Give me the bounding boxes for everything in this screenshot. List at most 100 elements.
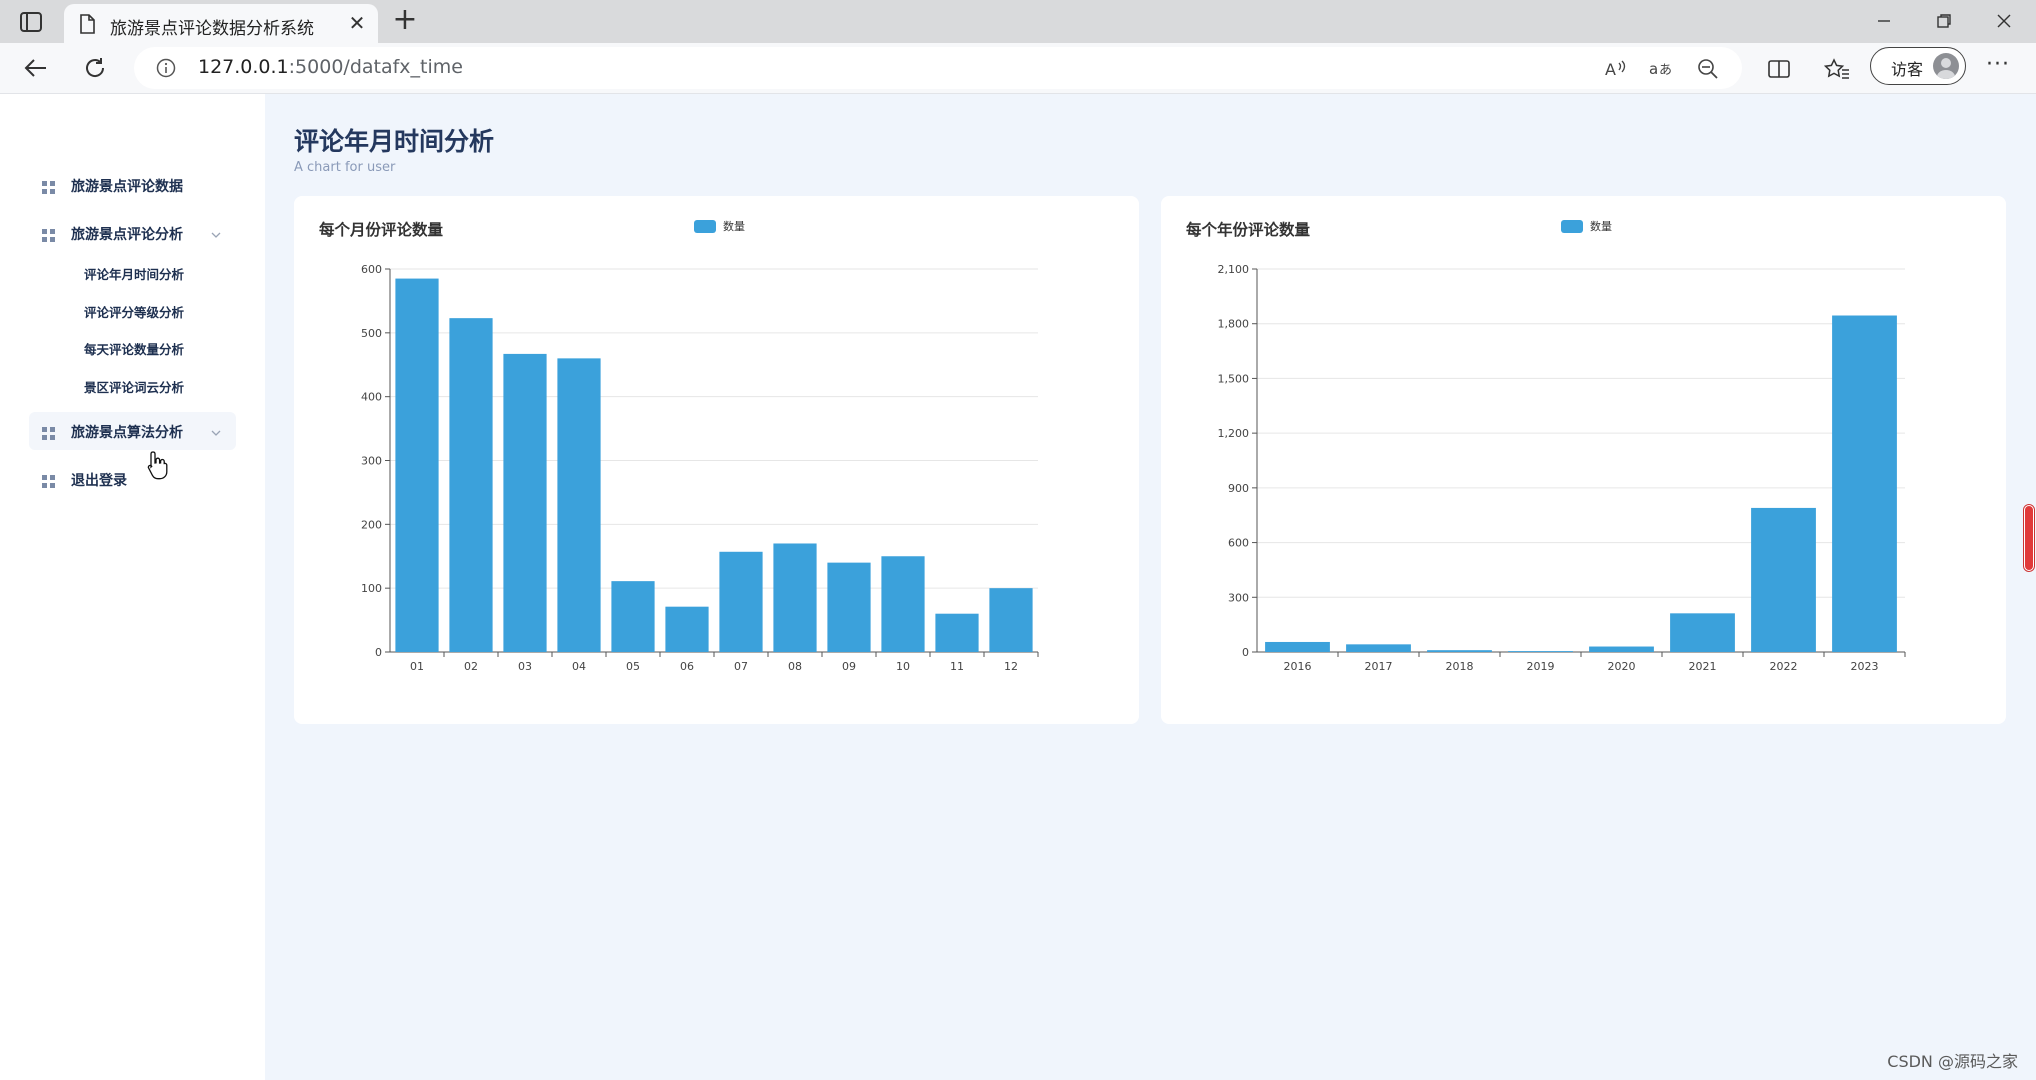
- sidebar-item-algorithm-analysis[interactable]: 旅游景点算法分析: [29, 412, 236, 450]
- chevron-down-icon: [210, 226, 222, 238]
- grid-icon: [42, 473, 55, 488]
- x-tick-label: 11: [950, 660, 964, 673]
- x-tick-label: 01: [410, 660, 424, 673]
- sidebar-subitem-word-cloud[interactable]: 景区评论词云分析: [84, 380, 185, 395]
- bar: [611, 581, 655, 652]
- sidebar-subitem-rating-level[interactable]: 评论评分等级分析: [84, 305, 185, 320]
- watermark: CSDN @源码之家: [1887, 1052, 2018, 1071]
- sidebar-item-review-data[interactable]: 旅游景点评论数据: [29, 166, 236, 204]
- minimize-icon[interactable]: [1864, 6, 1904, 36]
- bar: [1589, 646, 1654, 652]
- chart-legend[interactable]: 数量: [694, 219, 745, 233]
- y-tick-label: 900: [1228, 482, 1249, 495]
- x-tick-label: 03: [518, 660, 532, 673]
- bar: [935, 613, 979, 652]
- favorites-icon[interactable]: [1822, 54, 1852, 84]
- more-icon[interactable]: ···: [1986, 52, 2010, 77]
- bar: [1427, 650, 1492, 652]
- zoom-out-icon[interactable]: [1695, 56, 1721, 82]
- x-tick-label: 2020: [1608, 660, 1636, 673]
- bar: [503, 353, 547, 652]
- close-tab-icon[interactable]: ✕: [348, 11, 366, 35]
- sidebar-item-logout[interactable]: 退出登录: [29, 460, 236, 498]
- bar: [665, 606, 709, 652]
- sidebar-item-review-analysis[interactable]: 旅游景点评论分析: [29, 214, 236, 252]
- chart-legend[interactable]: 数量: [1561, 219, 1612, 233]
- yearly-bar-chart: 0 300 600 900 1,200 1,500 1,800 2,100 2016 2017 20…: [1218, 263, 1906, 673]
- scrollbar-thumb[interactable]: [2024, 505, 2034, 571]
- bar: [1346, 644, 1411, 652]
- x-tick-label: 2017: [1365, 660, 1393, 673]
- bar: [395, 278, 439, 652]
- split-screen-icon[interactable]: [1764, 54, 1794, 84]
- browser-tab-bar: 旅游景点评论数据分析系统 ✕ +: [0, 0, 2036, 43]
- svg-text:あ: あ: [1659, 63, 1672, 78]
- bar: [449, 318, 493, 652]
- browser-tab[interactable]: 旅游景点评论数据分析系统 ✕: [64, 4, 378, 43]
- new-tab-icon[interactable]: +: [392, 2, 418, 37]
- tab-actions-icon[interactable]: [14, 8, 48, 36]
- avatar: [1933, 53, 1959, 79]
- x-tick-label: 07: [734, 660, 748, 673]
- x-tick-label: 2021: [1689, 660, 1717, 673]
- y-tick-label: 100: [361, 582, 382, 595]
- bar: [827, 562, 871, 652]
- bar: [773, 543, 817, 652]
- x-tick-label: 12: [1004, 660, 1018, 673]
- chart-title: 每个年份评论数量: [1186, 221, 1311, 239]
- legend-label: 数量: [1590, 220, 1612, 233]
- page-title: 评论年月时间分析: [294, 127, 495, 156]
- profile-label: 访客: [1891, 60, 1924, 79]
- bar: [1751, 507, 1816, 652]
- bar: [1508, 651, 1573, 652]
- bar: [989, 588, 1033, 652]
- info-icon[interactable]: [156, 58, 176, 78]
- y-tick-label: 600: [1228, 537, 1249, 550]
- legend-swatch: [1561, 219, 1583, 233]
- legend-swatch: [694, 219, 716, 233]
- close-window-icon[interactable]: [1984, 6, 2024, 36]
- bar: [1670, 613, 1735, 652]
- back-icon[interactable]: [18, 51, 54, 85]
- x-tick-label: 2023: [1851, 660, 1879, 673]
- y-tick-label: 1,200: [1218, 427, 1250, 440]
- bar: [1832, 315, 1897, 652]
- x-tick-label: 2019: [1527, 660, 1555, 673]
- bar: [1265, 641, 1330, 652]
- y-tick-label: 500: [361, 327, 382, 340]
- svg-text:A: A: [1605, 60, 1616, 79]
- y-tick-label: 300: [1228, 591, 1249, 604]
- y-tick-label: 400: [361, 391, 382, 404]
- x-tick-label: 04: [572, 660, 586, 673]
- sidebar-item-label: 退出登录: [71, 473, 127, 489]
- reload-icon[interactable]: [77, 51, 113, 85]
- monthly-bar-chart: 0 100 200 300 400 500 600 01 02 03 04 05 06 07 08 09 10 1…: [361, 263, 1039, 673]
- yearly-chart-card: 每个年份评论数量 数量 0 300 600 900 1,200 1,500 1,800 2,1…: [1161, 196, 2006, 724]
- y-tick-label: 1,800: [1218, 318, 1250, 331]
- legend-label: 数量: [723, 220, 745, 233]
- chart-title: 每个月份评论数量: [319, 221, 444, 239]
- grid-icon: [42, 179, 55, 194]
- page-subtitle: A chart for user: [294, 160, 396, 175]
- grid-icon: [42, 227, 55, 242]
- sidebar-subitem-month-time[interactable]: 评论年月时间分析: [84, 267, 185, 282]
- read-aloud-icon[interactable]: A: [1602, 56, 1628, 82]
- url-text[interactable]: 127.0.0.1:5000/datafx_time: [198, 56, 463, 78]
- y-tick-label: 0: [375, 646, 382, 659]
- x-tick-label: 2022: [1770, 660, 1798, 673]
- sidebar-subitem-daily-count[interactable]: 每天评论数量分析: [84, 342, 185, 357]
- x-tick-label: 09: [842, 660, 856, 673]
- svg-text:a: a: [1649, 60, 1658, 78]
- profile-button[interactable]: 访客: [1870, 47, 1966, 85]
- x-tick-label: 10: [896, 660, 910, 673]
- y-tick-label: 2,100: [1218, 263, 1250, 276]
- restore-icon[interactable]: [1924, 6, 1964, 36]
- sidebar: 旅游景点评论数据 旅游景点评论分析 评论年月时间分析 评论评分等级分析 每天评论…: [0, 94, 265, 1080]
- sidebar-item-label: 旅游景点算法分析: [71, 425, 183, 441]
- y-tick-label: 600: [361, 263, 382, 276]
- y-tick-label: 0: [1242, 646, 1249, 659]
- monthly-chart-card: 每个月份评论数量 数量 0 100 200 300 400 500 600 01 02 03 04 0…: [294, 196, 1139, 724]
